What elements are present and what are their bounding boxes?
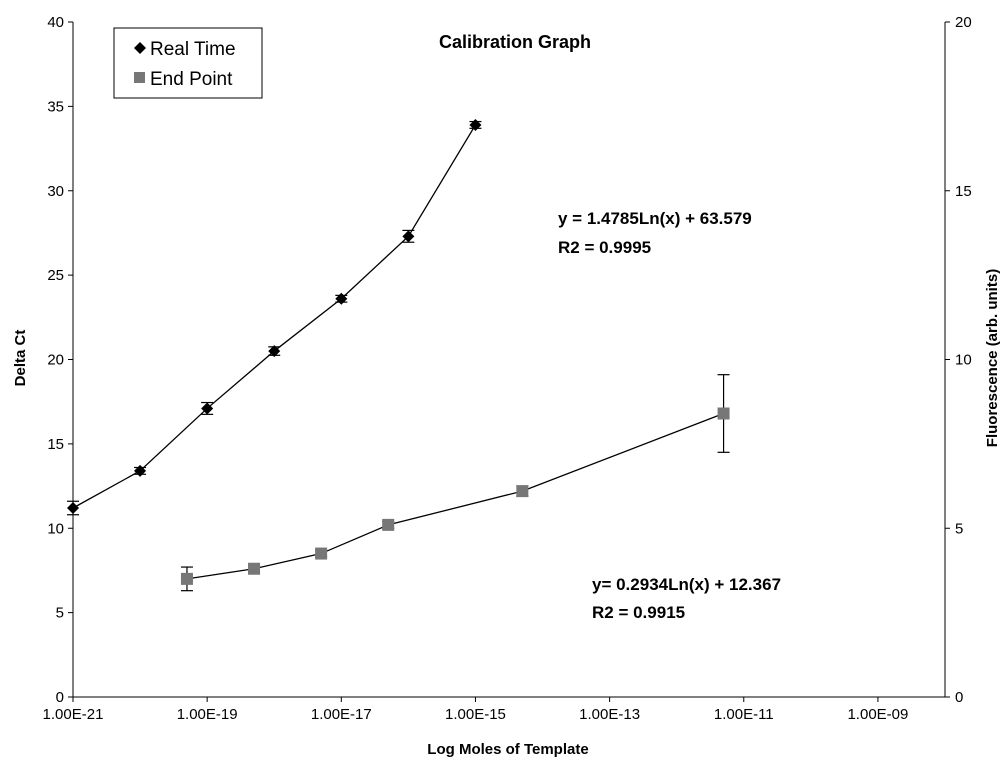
series-line-real-time <box>72 124 477 509</box>
equation-real-time: y = 1.4785Ln(x) + 63.579 <box>558 209 752 228</box>
y-tick-label: 10 <box>47 520 64 537</box>
x-ticks: 1.00E-21 1.00E-19 1.00E-17 1.00E-15 1.00E-13… <box>43 697 908 723</box>
legend-diamond-icon <box>134 42 146 54</box>
x-tick-label: 1.00E-09 <box>847 706 908 723</box>
y-tick-label: 0 <box>56 689 64 706</box>
error-bars <box>67 120 730 592</box>
data-markers <box>67 118 730 585</box>
y-axis-title: Delta Ct <box>12 330 29 387</box>
x-tick-label: 1.00E-13 <box>579 706 640 723</box>
trendline-equation-end-point: y= 0.2934Ln(x) + 12.367 R2 = 0.9915 <box>592 575 781 622</box>
y2-tick-label: 5 <box>955 520 963 537</box>
right-y-ticks: 0 5 10 15 20 <box>945 14 972 706</box>
x-tick-label: 1.00E-15 <box>445 706 506 723</box>
legend-label-end-point: End Point <box>150 69 233 90</box>
data-point-real-time <box>134 464 147 477</box>
r2-real-time: R2 = 0.9995 <box>558 238 651 257</box>
x-tick-label: 1.00E-11 <box>714 706 774 723</box>
data-point-end-point <box>180 572 193 585</box>
y-tick-label: 40 <box>47 14 64 31</box>
y2-tick-label: 20 <box>955 14 972 31</box>
x-tick-label: 1.00E-19 <box>177 706 238 723</box>
y-tick-label: 15 <box>47 436 64 453</box>
y2-tick-label: 15 <box>955 183 972 200</box>
y-tick-label: 30 <box>47 183 64 200</box>
data-point-end-point <box>717 407 730 420</box>
left-y-ticks: 0 5 10 15 20 25 30 35 40 <box>47 14 73 706</box>
data-point-real-time <box>268 345 281 358</box>
data-point-end-point <box>248 562 261 575</box>
data-point-end-point <box>382 518 395 531</box>
data-point-real-time <box>335 292 348 305</box>
y-tick-label: 5 <box>56 605 64 622</box>
r2-end-point: R2 = 0.9915 <box>592 603 685 622</box>
y2-axis-title: Fluorescence (arb. units) <box>984 269 1001 447</box>
y-tick-label: 25 <box>47 267 64 284</box>
legend-square-icon <box>134 72 145 83</box>
data-point-end-point <box>516 485 529 498</box>
data-point-end-point <box>315 547 328 560</box>
trendlines <box>72 124 724 580</box>
trendline-equation-real-time: y = 1.4785Ln(x) + 63.579 R2 = 0.9995 <box>558 209 752 257</box>
y-tick-label: 20 <box>47 352 64 369</box>
legend-label-real-time: Real Time <box>150 39 236 60</box>
y-tick-label: 35 <box>47 98 64 115</box>
chart-title: Calibration Graph <box>439 32 591 52</box>
data-point-real-time <box>402 230 415 243</box>
series-line-end-point <box>186 412 724 580</box>
x-axis-title: Log Moles of Template <box>427 741 588 758</box>
x-tick-label: 1.00E-17 <box>311 706 372 723</box>
equation-end-point: y= 0.2934Ln(x) + 12.367 <box>592 575 781 594</box>
data-point-real-time <box>201 402 214 415</box>
legend: Real Time End Point <box>113 27 263 99</box>
x-tick-label: 1.00E-21 <box>43 706 104 723</box>
plot-frame <box>72 22 946 698</box>
y2-tick-label: 10 <box>955 352 972 369</box>
data-point-real-time <box>67 502 79 514</box>
y2-tick-label: 0 <box>955 689 963 706</box>
legend-box <box>113 27 263 99</box>
data-point-real-time <box>469 118 482 131</box>
